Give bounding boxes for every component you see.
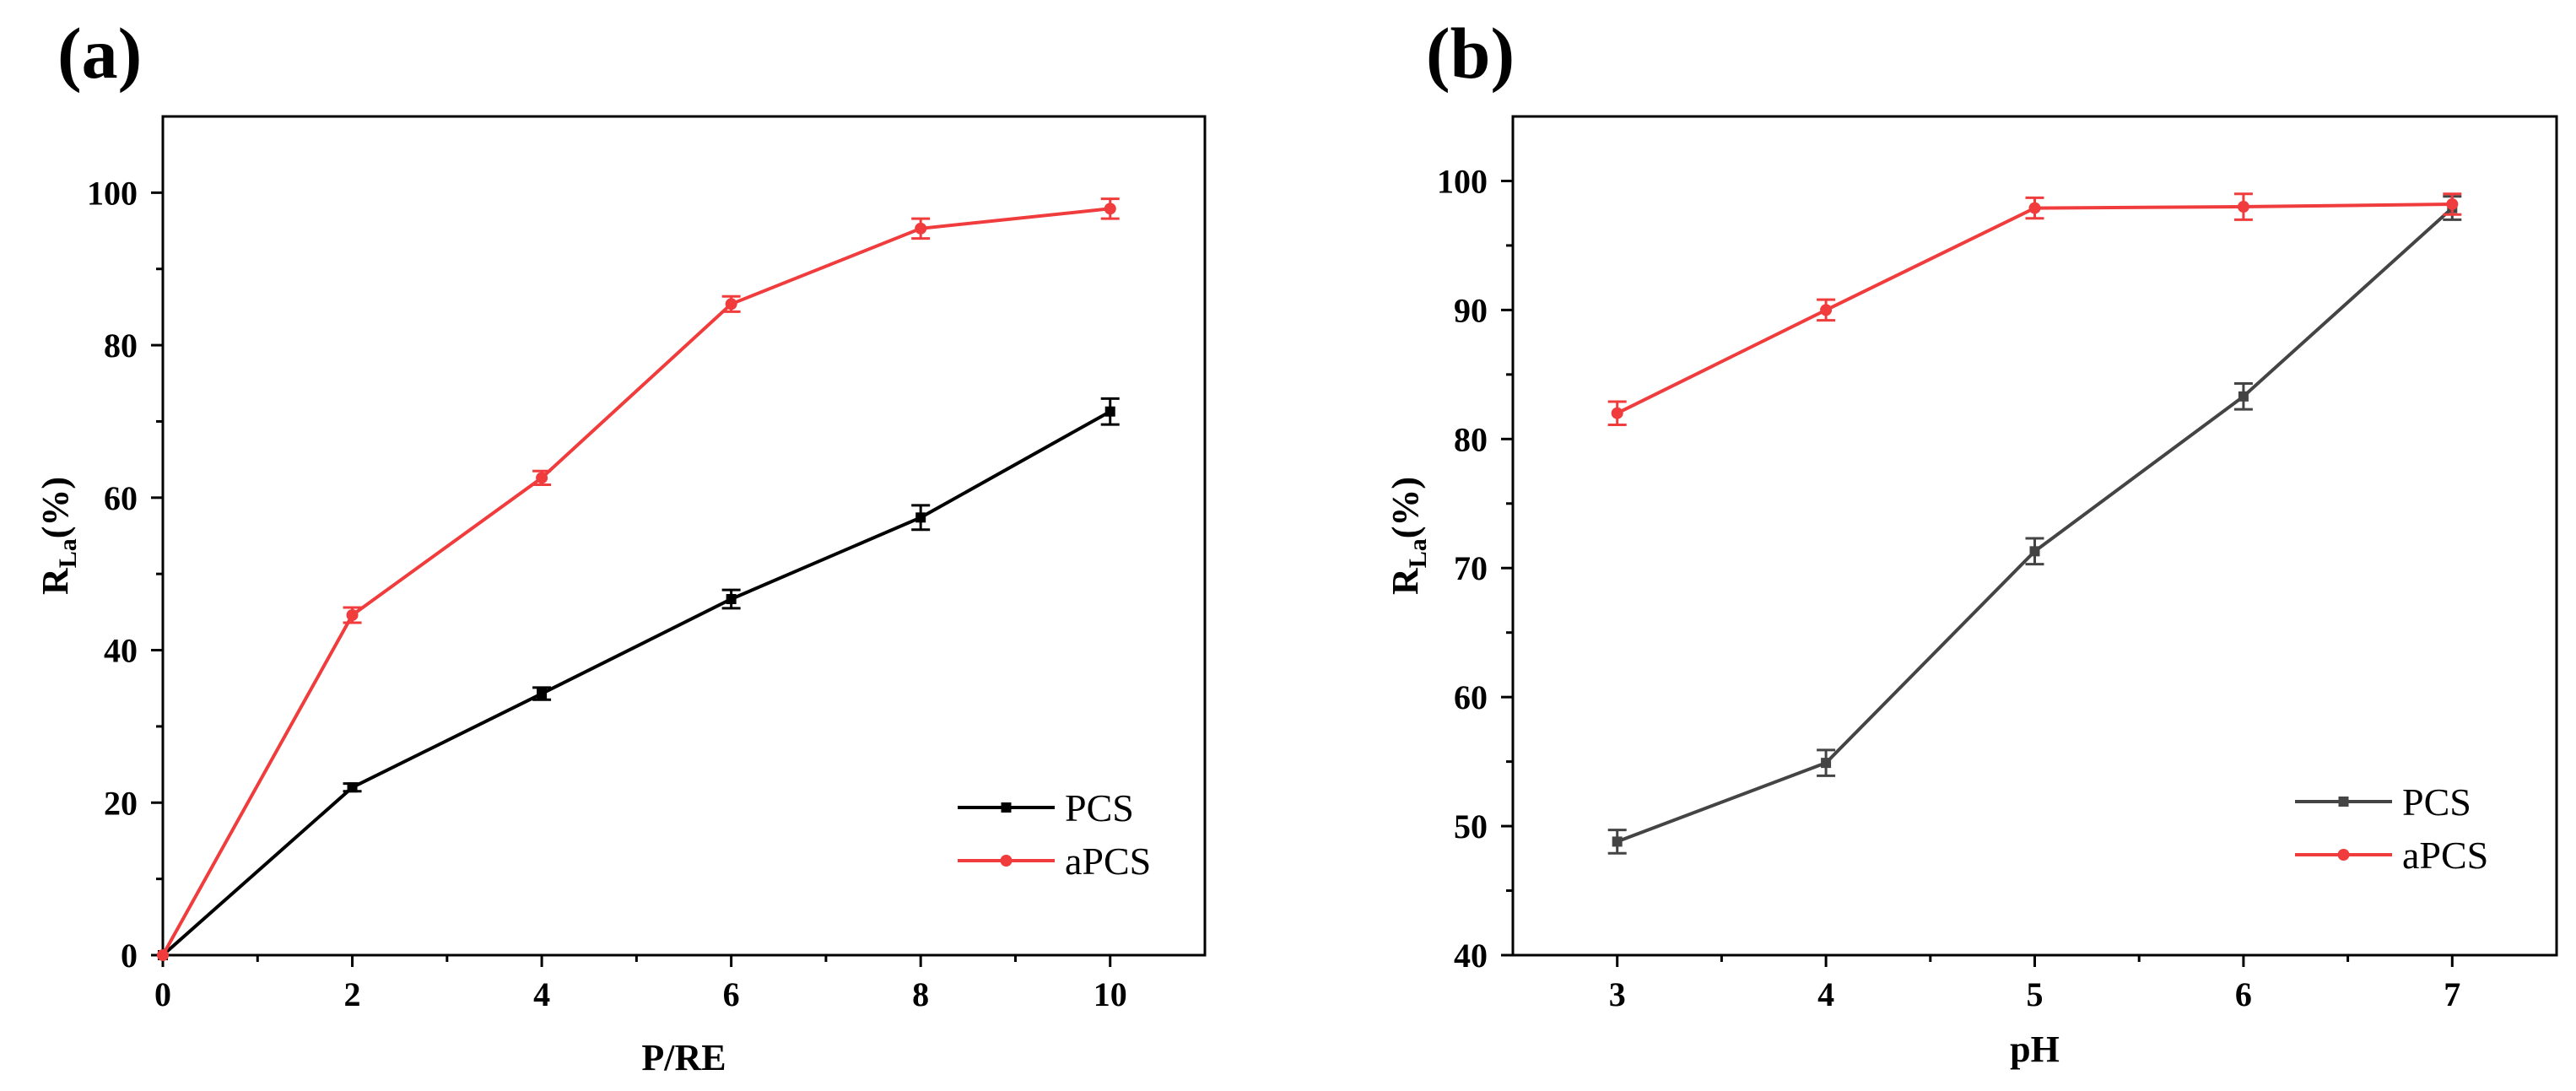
y-axis-title-main: R: [1385, 567, 1426, 595]
y-tick-label: 100: [87, 174, 138, 212]
y-axis-title-suffix: (%): [1385, 477, 1426, 538]
y-axis-title-suffix: (%): [35, 477, 76, 538]
data-point: [915, 222, 927, 235]
series-apcs: [1607, 192, 2462, 426]
y-tick-label: 0: [121, 937, 138, 975]
panel-label: (b): [1426, 13, 1515, 94]
series-line-apcs: [161, 207, 1110, 956]
legend-marker: [2338, 797, 2349, 807]
y-tick-label: 60: [1454, 678, 1488, 716]
data-point: [1611, 407, 1623, 419]
y-axis-title: RLa(%): [35, 477, 82, 595]
legend-marker: [1001, 802, 1012, 813]
y-tick-label: 40: [1454, 937, 1488, 975]
data-point: [2237, 201, 2249, 213]
x-tick-label: 10: [1094, 975, 1127, 1013]
x-tick-label: 7: [2444, 975, 2460, 1013]
y-tick-label: 40: [104, 632, 138, 670]
data-point: [2029, 546, 2040, 557]
data-point: [537, 689, 548, 699]
data-point: [1104, 406, 1115, 417]
legend: PCS aPCS: [958, 786, 1151, 883]
x-tick-label: 3: [1609, 975, 1626, 1013]
y-tick-label: 70: [1454, 549, 1488, 587]
y-axis-title-main: R: [35, 567, 76, 595]
y-tick-label: 100: [1437, 162, 1488, 200]
legend-marker: [1000, 855, 1013, 867]
data-point: [1820, 304, 1833, 316]
plot-frame: [161, 115, 1207, 957]
y-tick-label: 60: [104, 479, 138, 517]
series-line-pcs: [161, 409, 1111, 957]
x-axis-title: pH: [2010, 1029, 2060, 1070]
data-point: [347, 782, 358, 793]
y-axis-title: RLa(%): [1385, 477, 1432, 595]
data-point: [2238, 391, 2249, 402]
legend-label: aPCS: [1065, 840, 1151, 883]
y-axis-title-subscript: La: [54, 538, 82, 568]
y-tick-label: 90: [1454, 291, 1488, 329]
x-tick-label: 0: [154, 975, 171, 1013]
x-tick-label: 8: [912, 975, 929, 1013]
legend-label: PCS: [2402, 780, 2471, 824]
y-tick-label: 80: [1454, 420, 1488, 458]
x-tick-label: 4: [533, 975, 550, 1013]
series-pcs: [158, 397, 1120, 960]
data-point: [1612, 836, 1623, 847]
data-point: [2028, 202, 2041, 214]
legend-label: aPCS: [2402, 834, 2488, 877]
data-point: [157, 949, 169, 961]
panel-label: (a): [57, 13, 142, 94]
data-point: [1821, 758, 1832, 769]
y-tick-label: 20: [104, 784, 138, 822]
x-axis-title: P/RE: [641, 1037, 726, 1078]
series-apcs: [157, 197, 1120, 961]
panel-b: (b) 3 4 5 6 7 40 50 60 70 80 90 100 pH RLa(%) PCS aPCS: [1385, 13, 2558, 1070]
series-line-pcs: [1616, 207, 2454, 844]
x-tick-label: 6: [723, 975, 740, 1013]
data-point: [536, 472, 548, 484]
y-tick-label: 50: [1454, 807, 1488, 845]
series-line-apcs: [1616, 203, 2453, 415]
legend-marker: [2337, 849, 2350, 861]
x-tick-label: 5: [2027, 975, 2044, 1013]
data-point: [726, 594, 737, 605]
x-tick-label: 2: [344, 975, 361, 1013]
data-point: [725, 298, 737, 311]
data-point: [2446, 197, 2459, 210]
series-pcs: [1607, 195, 2462, 855]
legend-label: PCS: [1065, 786, 1134, 829]
y-axis-title-subscript: La: [1404, 538, 1432, 568]
data-point: [1104, 203, 1116, 215]
x-tick-label: 6: [2235, 975, 2252, 1013]
x-tick-label: 4: [1817, 975, 1834, 1013]
plot-frame: [1511, 115, 2558, 957]
data-point: [346, 608, 359, 621]
data-point: [915, 512, 926, 523]
legend: PCS aPCS: [2295, 780, 2488, 877]
y-tick-label: 80: [104, 327, 138, 365]
